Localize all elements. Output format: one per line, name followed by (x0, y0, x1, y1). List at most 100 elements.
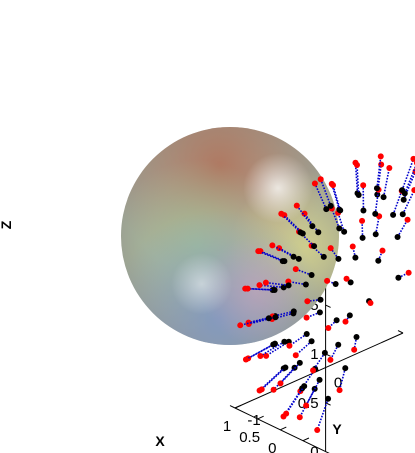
surface-point (272, 314, 279, 321)
offset-point (258, 386, 265, 393)
vector-connector (288, 333, 308, 347)
vector-connector (374, 189, 380, 215)
y-tick-label: 0 (334, 375, 342, 392)
surface-point (279, 258, 286, 265)
offset-point (327, 356, 334, 363)
z-tick-mark (325, 402, 331, 406)
vector-connector (240, 317, 270, 327)
surface-point (308, 338, 315, 345)
vector-connector (295, 340, 313, 356)
offset-point (314, 427, 321, 434)
offset-point (293, 202, 300, 209)
surface-point (309, 223, 316, 230)
offset-point (317, 176, 324, 183)
surface-point (352, 254, 359, 261)
sphere-surface (121, 127, 339, 345)
vector-connector (402, 189, 415, 215)
z-tick-label: 1 (310, 346, 318, 363)
vector-connector (259, 284, 284, 289)
vector-connector (261, 366, 286, 390)
vector-connector (402, 171, 415, 201)
offset-point (304, 298, 311, 305)
offset-point (377, 153, 384, 160)
surface-point (281, 338, 288, 345)
surface-point (271, 286, 278, 293)
surface-point (316, 309, 323, 316)
surface-point (280, 284, 287, 291)
surface-point (360, 207, 367, 214)
surface-point (341, 228, 348, 235)
offset-point (244, 285, 251, 292)
offset-point (283, 410, 290, 417)
vector-connector (312, 352, 326, 371)
vector-connector (401, 158, 415, 191)
surface-point (372, 210, 379, 217)
z-tick-label: 0 (310, 444, 318, 453)
surface-point (380, 194, 387, 201)
surface-point (301, 383, 308, 390)
surface-point (290, 253, 297, 260)
vector-connector (296, 205, 314, 227)
surface-point (359, 234, 366, 241)
vector-connector (376, 164, 382, 195)
offset-point (354, 162, 361, 169)
offset-point (349, 243, 356, 250)
surface-point (342, 365, 349, 372)
surface-point (323, 206, 330, 213)
vector-connector (353, 336, 358, 350)
surface-point (395, 274, 402, 281)
surface-point (335, 341, 342, 348)
vector-connector (330, 183, 341, 210)
vector-connector (303, 213, 319, 233)
z-tick-label: 0.5 (298, 395, 319, 412)
surface-point (303, 330, 310, 337)
surface-point (337, 207, 344, 214)
offset-point (336, 387, 343, 394)
vector-connector (306, 311, 321, 319)
offset-point (296, 414, 303, 421)
surface-point (394, 234, 401, 241)
x-tick-mark (280, 426, 287, 431)
surface-point (321, 349, 328, 356)
vector-field (237, 153, 415, 434)
offset-point (303, 402, 310, 409)
x-tick-label: 1 (223, 418, 231, 435)
offset-point (410, 155, 415, 162)
vector-connector (374, 216, 380, 235)
surface-point (399, 211, 406, 218)
offset-point (411, 187, 415, 194)
x-axis-label: X (155, 433, 165, 449)
offset-point (343, 275, 350, 282)
vector-connector (331, 208, 341, 229)
vector-connector (337, 212, 345, 233)
surface-point (285, 282, 292, 289)
surface-point (373, 185, 380, 192)
offset-point (310, 367, 317, 374)
vector-connector (316, 398, 329, 431)
surface-point (311, 243, 318, 250)
vector-connector (305, 379, 321, 406)
offset-point (405, 269, 412, 276)
surface-point (346, 312, 353, 319)
surface-point (372, 231, 379, 238)
x-tick-label: 0.5 (239, 429, 260, 446)
offset-point (257, 352, 264, 359)
y-tick-mark (397, 330, 404, 334)
x-tick-mark (302, 437, 310, 442)
surface-point (336, 225, 343, 232)
vector-connector (392, 190, 403, 216)
offset-point (255, 248, 262, 255)
vector-connector (285, 385, 305, 415)
offset-point (325, 324, 332, 331)
vector-connector (376, 156, 382, 189)
offset-point (359, 217, 366, 224)
surface-point (265, 315, 272, 322)
offset-point (311, 180, 318, 187)
surface-point (347, 279, 354, 286)
offset-point (379, 247, 386, 254)
surface-point (297, 229, 304, 236)
surface-point (401, 190, 408, 197)
offset-point (404, 216, 411, 223)
vector-connector (271, 244, 294, 258)
surface-point (335, 255, 342, 262)
